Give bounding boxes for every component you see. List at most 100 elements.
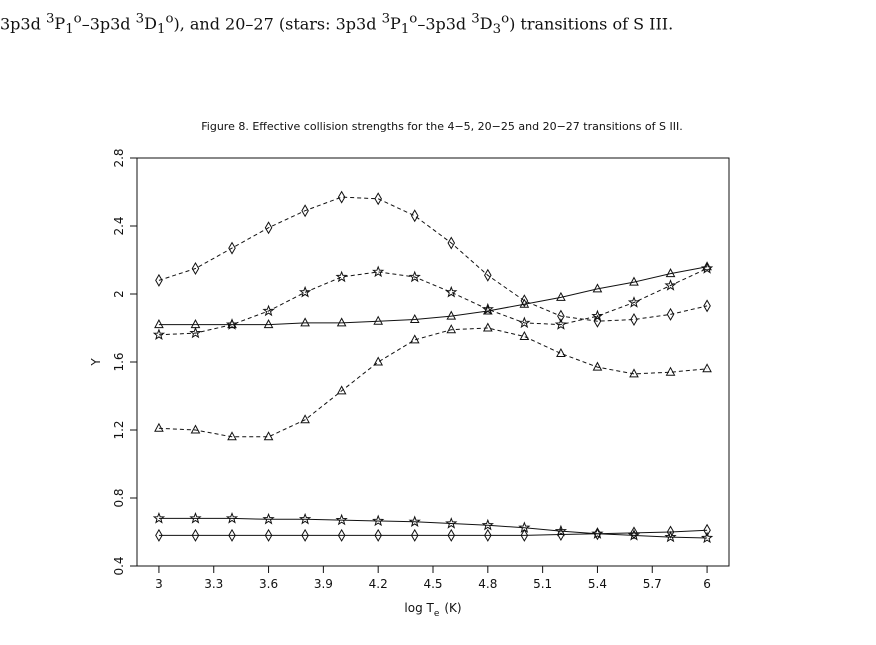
data-point-diamond xyxy=(630,526,638,540)
data-point-diamond xyxy=(374,192,382,206)
data-point-star xyxy=(372,514,385,527)
data-point-diamond xyxy=(484,268,492,282)
data-point-diamond xyxy=(593,527,602,541)
data-point-star xyxy=(445,517,458,529)
caption-term: D xyxy=(479,14,493,34)
data-point-star xyxy=(189,511,202,524)
series-line xyxy=(158,268,708,336)
data-point-star xyxy=(408,515,421,528)
caption-sup: o xyxy=(165,12,174,27)
series-group xyxy=(152,190,714,544)
data-point-diamond xyxy=(447,528,456,542)
data-point-triangle xyxy=(263,319,274,329)
chart-title: Figure 8. Effective collision strengths … xyxy=(201,120,682,133)
data-point-star xyxy=(481,518,494,531)
data-point-triangle xyxy=(190,319,201,329)
data-point-diamond xyxy=(410,528,419,542)
series-6 xyxy=(155,523,711,542)
data-point-diamond xyxy=(666,307,675,321)
caption-mid: ), and 20–27 (stars: 3p3d xyxy=(173,14,377,34)
data-point-triangle xyxy=(519,330,530,340)
series-line xyxy=(158,327,708,438)
y-tick-label: 0.4 xyxy=(112,556,126,575)
y-tick-label: 2.4 xyxy=(112,216,126,235)
data-point-triangle xyxy=(300,414,310,424)
data-point-triangle xyxy=(227,431,237,441)
caption-sup: 3 xyxy=(135,12,145,27)
x-axis-label-unit: (K) xyxy=(444,601,461,615)
x-axis-label-main: log T xyxy=(404,601,434,615)
data-point-triangle xyxy=(702,261,712,271)
x-tick-label: 5.4 xyxy=(588,577,607,591)
y-axis-label: Υ xyxy=(89,358,103,367)
caption-sup: 3 xyxy=(471,12,480,27)
data-point-diamond xyxy=(520,294,529,308)
data-point-star xyxy=(225,318,239,330)
x-tick-label: 4.2 xyxy=(369,577,388,591)
data-point-star xyxy=(152,511,166,524)
data-point-diamond xyxy=(557,528,565,542)
data-point-star xyxy=(518,316,531,329)
series-line xyxy=(158,529,708,536)
y-tick-label: 1.6 xyxy=(112,352,126,371)
x-axis-label: log Te (K) xyxy=(404,601,461,619)
data-point-diamond xyxy=(337,528,346,542)
data-point-diamond xyxy=(703,523,711,537)
x-tick-label: 4.8 xyxy=(478,577,497,591)
caption-sup: o xyxy=(409,12,418,27)
caption-dash: –3p3d xyxy=(417,14,467,34)
data-point-triangle xyxy=(263,431,274,441)
caption-term: D xyxy=(144,14,157,34)
caption-dash: –3p3d xyxy=(81,14,131,34)
series-4 xyxy=(154,322,712,441)
data-point-triangle xyxy=(409,334,420,344)
data-point-triangle xyxy=(629,276,639,286)
y-tick-label: 2.8 xyxy=(112,148,126,167)
data-point-triangle xyxy=(482,322,493,332)
data-point-diamond xyxy=(228,528,236,542)
data-point-triangle xyxy=(336,317,347,327)
data-point-triangle xyxy=(592,283,603,293)
caption-term-a: 3P1o xyxy=(46,12,82,38)
data-point-triangle xyxy=(519,298,530,308)
data-point-triangle xyxy=(482,305,493,315)
data-point-triangle xyxy=(336,385,347,395)
x-tick-label: 5.7 xyxy=(643,577,662,591)
series-3 xyxy=(154,261,712,329)
caption-sub: 1 xyxy=(65,22,74,38)
data-point-star xyxy=(372,265,385,278)
caption-term-d: 3D3o xyxy=(471,12,510,38)
caption-term-c: 3P1o xyxy=(382,12,418,38)
data-point-triangle xyxy=(702,363,712,373)
data-point-triangle xyxy=(373,315,384,325)
data-point-diamond xyxy=(191,262,200,275)
data-point-diamond xyxy=(520,528,529,542)
data-point-diamond xyxy=(666,525,675,539)
data-point-diamond xyxy=(264,221,273,235)
data-point-diamond xyxy=(484,528,492,542)
data-point-star xyxy=(408,270,421,283)
data-point-triangle xyxy=(556,347,566,357)
data-point-star xyxy=(298,285,312,298)
caption-term: P xyxy=(390,14,401,34)
x-tick-label: 3 xyxy=(155,577,163,591)
y-axis: 0.4 0.8 1.2 1.6 2 2.4 2.8 xyxy=(112,148,137,576)
data-point-triangle xyxy=(665,268,676,278)
data-point-star xyxy=(554,318,568,330)
y-tick-label: 1.2 xyxy=(112,420,126,439)
x-tick-label: 3.9 xyxy=(314,577,333,591)
data-point-diamond xyxy=(264,528,273,542)
caption-term-b: 3D1o xyxy=(135,12,174,38)
data-point-star xyxy=(298,512,312,525)
data-point-triangle xyxy=(154,422,164,432)
data-point-star xyxy=(700,531,714,544)
data-point-star xyxy=(335,270,348,283)
x-tick-label: 3.6 xyxy=(259,577,278,591)
y-tick-label: 2 xyxy=(112,290,126,298)
data-point-diamond xyxy=(228,241,236,255)
caption-text: 3p3d 3P1o–3p3d 3D1o), and 20–27 (stars: … xyxy=(0,12,876,38)
caption-sup: o xyxy=(501,12,510,27)
data-point-triangle xyxy=(556,291,566,301)
x-axis-label-sub: e xyxy=(434,609,440,619)
